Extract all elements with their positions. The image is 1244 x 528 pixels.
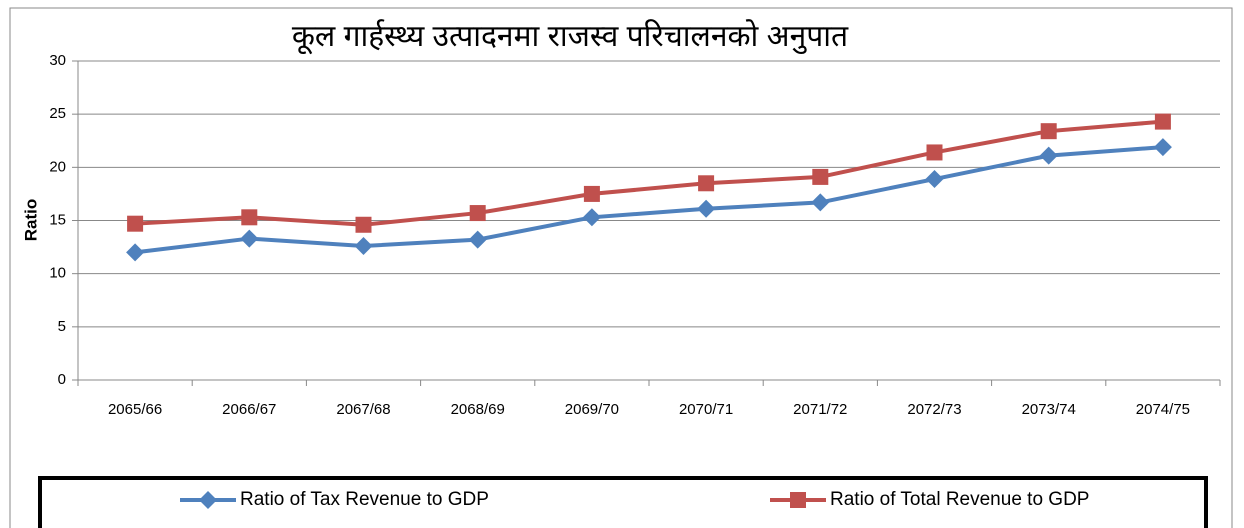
marker-diamond [1153, 138, 1172, 157]
marker-diamond [468, 230, 487, 249]
x-tick-label: 2065/66 [108, 401, 162, 418]
x-tick-label: 2072/73 [907, 401, 961, 418]
x-tick-label: 2068/69 [451, 401, 505, 418]
marker-square [127, 215, 144, 232]
x-tick-label: 2073/74 [1022, 401, 1076, 418]
marker-square [1154, 113, 1171, 130]
marker-square [926, 144, 943, 161]
y-tick-label: 10 [49, 265, 66, 282]
marker-square [241, 209, 258, 226]
marker-diamond [199, 491, 217, 509]
marker-diamond [126, 243, 145, 262]
series-line [134, 119, 1164, 227]
marker-diamond [240, 229, 259, 248]
marker-square [355, 216, 372, 233]
y-tick-label: 15 [49, 211, 66, 228]
x-tick-label: 2070/71 [679, 401, 733, 418]
y-tick-label: 25 [49, 105, 66, 122]
y-tick-label: 5 [58, 318, 66, 335]
marker-square [812, 168, 829, 185]
marker-square [790, 492, 806, 508]
chart-frame [9, 7, 1233, 528]
marker-diamond [811, 193, 830, 212]
legend-label: Ratio of Tax Revenue to GDP [240, 489, 489, 510]
y-axis-label: Ratio [21, 199, 40, 242]
x-tick-label: 2074/75 [1136, 401, 1190, 418]
x-tick-label: 2069/70 [565, 401, 619, 418]
legend-box [38, 476, 1208, 528]
marker-square [583, 185, 600, 202]
marker-diamond [697, 199, 716, 218]
x-tick-label: 2071/72 [793, 401, 847, 418]
y-tick-label: 20 [49, 158, 66, 175]
series-line [134, 145, 1164, 255]
x-tick-label: 2066/67 [222, 401, 276, 418]
legend-label: Ratio of Total Revenue to GDP [830, 489, 1089, 510]
marker-diamond [354, 237, 373, 256]
marker-square [698, 175, 715, 192]
marker-square [1040, 123, 1057, 140]
marker-diamond [1039, 146, 1058, 165]
marker-diamond [582, 208, 601, 227]
y-tick-label: 0 [58, 371, 66, 388]
marker-square [469, 205, 486, 222]
x-tick-label: 2067/68 [336, 401, 390, 418]
chart-title: कूल गार्हस्थ्य उत्पादनमा राजस्व परिचालनक… [292, 19, 849, 55]
marker-diamond [925, 170, 944, 189]
y-tick-label: 30 [49, 52, 66, 69]
